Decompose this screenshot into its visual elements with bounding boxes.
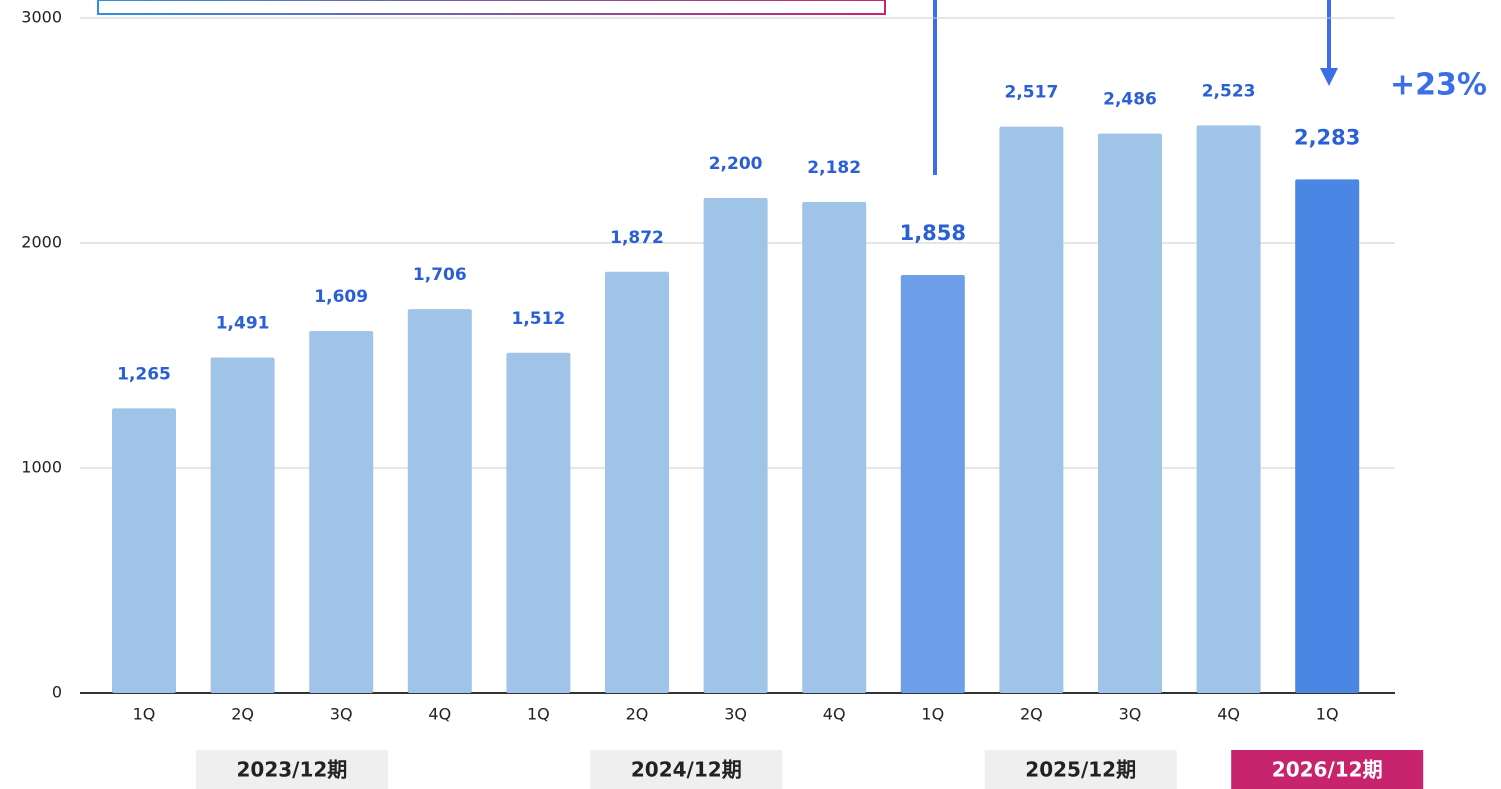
- bar: [506, 352, 571, 693]
- bar: [802, 202, 867, 694]
- data-label: 1,609: [314, 287, 368, 307]
- bar: [112, 408, 176, 693]
- x-tick-label: 1Q: [921, 705, 944, 724]
- bar: [407, 309, 472, 693]
- data-label: 1,265: [117, 364, 171, 384]
- bar: [605, 271, 669, 693]
- data-label: 2,200: [709, 154, 763, 174]
- x-tick-label: 3Q: [330, 705, 353, 724]
- x-tick-label: 4Q: [1217, 705, 1240, 724]
- data-label: 2,182: [807, 158, 861, 178]
- y-tick-label: 1000: [21, 458, 62, 477]
- x-tick-label: 1Q: [133, 705, 156, 724]
- header-box: [97, 0, 886, 15]
- bar: [999, 126, 1064, 694]
- bar: [210, 357, 275, 693]
- x-tick-label: 3Q: [724, 705, 747, 724]
- x-tick-label: 4Q: [823, 705, 846, 724]
- data-label: 2,486: [1103, 90, 1157, 110]
- period-label: 2025/12期: [1025, 758, 1136, 782]
- y-tick-label: 2000: [21, 233, 62, 252]
- data-label: 2,283: [1294, 125, 1360, 149]
- annotation: +23%: [1390, 68, 1487, 103]
- x-tick-label: 1Q: [527, 705, 550, 724]
- x-tick-label: 2Q: [1020, 705, 1043, 724]
- period-box: [1231, 750, 1424, 789]
- period-label: 2023/12期: [236, 758, 347, 782]
- x-tick-label: 2Q: [626, 705, 649, 724]
- period-label: 2026/12期: [1272, 758, 1383, 782]
- y-tick-label: 0: [52, 683, 62, 702]
- data-label: 1,706: [413, 265, 467, 285]
- bar: [703, 198, 768, 693]
- period-label: 2024/12期: [631, 758, 742, 782]
- data-label: 2,523: [1202, 81, 1256, 101]
- period-box: [590, 750, 783, 789]
- data-label: 2,517: [1005, 83, 1059, 103]
- period-box: [195, 750, 388, 789]
- bar: [1295, 179, 1360, 693]
- bar: [309, 330, 374, 693]
- y-tick-label: 3000: [21, 8, 62, 27]
- bar: [900, 274, 965, 693]
- data-label: 1,512: [512, 309, 566, 329]
- data-label: 1,491: [216, 314, 270, 334]
- data-label: 1,872: [610, 228, 664, 248]
- arrow-head: [1320, 68, 1338, 86]
- period-box: [984, 750, 1177, 789]
- bar: [1098, 133, 1162, 693]
- x-tick-label: 3Q: [1119, 705, 1142, 724]
- x-tick-label: 4Q: [428, 705, 451, 724]
- x-tick-label: 2Q: [231, 705, 254, 724]
- x-tick-label: 1Q: [1316, 705, 1339, 724]
- bar: [1196, 125, 1261, 693]
- data-label: 1,858: [900, 221, 966, 245]
